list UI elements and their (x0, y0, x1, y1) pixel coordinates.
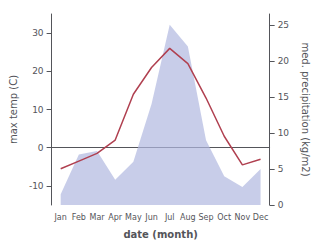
svg-text:Sep: Sep (199, 213, 214, 222)
svg-text:Nov: Nov (235, 213, 251, 222)
svg-text:15: 15 (278, 92, 289, 102)
svg-text:20: 20 (278, 56, 290, 66)
svg-text:max temp (C): max temp (C) (8, 75, 19, 144)
svg-text:10: 10 (278, 128, 290, 138)
svg-text:Jan: Jan (54, 213, 67, 222)
svg-text:-10: -10 (29, 181, 44, 191)
svg-text:Apr: Apr (108, 213, 123, 222)
svg-text:Jun: Jun (144, 213, 158, 222)
svg-text:Feb: Feb (72, 213, 86, 222)
svg-text:0: 0 (38, 143, 44, 153)
svg-text:med. precipitation (kg/m2): med. precipitation (kg/m2) (300, 42, 311, 176)
svg-text:May: May (125, 213, 142, 222)
svg-text:Oct: Oct (217, 213, 231, 222)
svg-text:0: 0 (278, 200, 284, 210)
svg-text:10: 10 (32, 105, 44, 115)
svg-text:30: 30 (32, 28, 44, 38)
svg-text:Mar: Mar (89, 213, 105, 222)
svg-text:Aug: Aug (180, 213, 196, 222)
svg-text:20: 20 (32, 66, 44, 76)
svg-text:Dec: Dec (253, 213, 268, 222)
svg-text:Jul: Jul (164, 213, 175, 222)
svg-text:25: 25 (278, 20, 289, 30)
svg-text:date (month): date (month) (123, 229, 197, 240)
svg-text:5: 5 (278, 164, 284, 174)
